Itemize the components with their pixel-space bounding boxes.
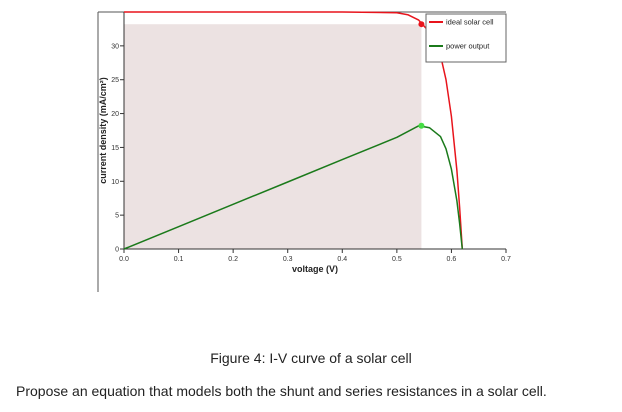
x-tick-label: 0.2 — [228, 256, 238, 263]
max-power-rectangle — [124, 24, 422, 250]
x-axis-label: voltage (V) — [292, 264, 338, 274]
x-tick-label: 0.1 — [174, 256, 184, 263]
y-tick-label: 0 — [115, 247, 119, 254]
y-tick-label: 5 — [115, 213, 119, 220]
legend-label: ideal solar cell — [446, 18, 494, 27]
y-axis-label: current density (mA/cm²) — [98, 77, 108, 184]
legend-label: power output — [446, 42, 490, 51]
chart-figure: 0.0 0.1 0.2 0.3 0.4 0.5 0.6 0.7 0 5 10 15 20 25 30 volt… — [97, 11, 511, 292]
x-tick-label: 0.6 — [447, 256, 457, 263]
y-tick-label: 25 — [111, 77, 119, 84]
series-line-ideal-solar-cell — [124, 11, 464, 250]
y-tick-label: 10 — [111, 179, 119, 186]
chart-svg: 0.0 0.1 0.2 0.3 0.4 0.5 0.6 0.7 0 5 10 15 20 25 30 volt… — [97, 11, 511, 292]
x-tick-label: 0.7 — [501, 256, 511, 263]
x-tick-label: 0.3 — [283, 256, 293, 263]
y-tick-label: 15 — [111, 145, 119, 152]
x-tick-label: 0.5 — [392, 256, 402, 263]
x-tick-label: 0.0 — [119, 256, 129, 263]
question-text: Propose an equation that models both the… — [16, 383, 547, 399]
figure-caption: Figure 4: I-V curve of a solar cell — [210, 350, 412, 366]
max-power-point-marker — [418, 21, 425, 28]
max-power-point-marker — [418, 122, 425, 129]
y-tick-label: 30 — [111, 43, 119, 50]
x-tick-label: 0.4 — [337, 256, 347, 263]
y-tick-label: 20 — [111, 111, 119, 118]
